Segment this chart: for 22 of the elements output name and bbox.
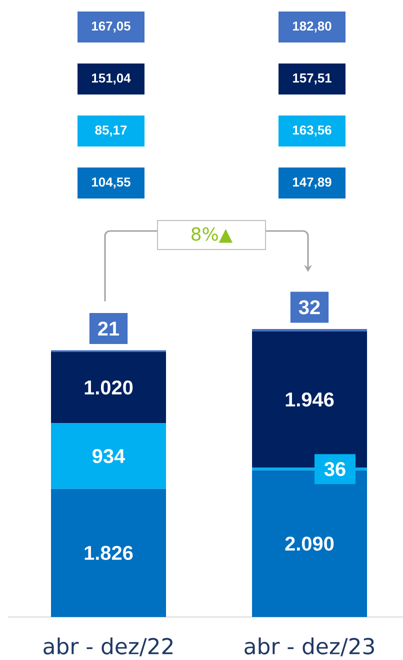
data-label: 36 [324,462,346,476]
text: 182,80 [293,21,332,33]
text: 147,89 [293,177,332,189]
text: 85,17 [95,125,127,137]
text: 8%▲ [192,227,233,243]
bar [51,423,166,489]
text: 157,51 [293,74,332,84]
text: 167,05 [92,21,130,33]
bar [51,352,166,424]
data-label: 1.946 [286,392,334,407]
text: 104,55 [92,177,130,189]
data-label: 934 [92,449,126,464]
data-label: 21 [98,322,120,336]
data-label: 32 [298,300,320,314]
x-tick-label: abr - dez/23 [244,638,374,656]
text: 163,56 [293,125,332,137]
text: 151,04 [92,73,131,85]
data-label: 1.020 [84,380,133,395]
bar [51,488,166,617]
data-label: 2.090 [285,536,334,551]
x-tick-label: abr - dez/22 [44,638,172,656]
data-label: 1.826 [84,546,133,560]
